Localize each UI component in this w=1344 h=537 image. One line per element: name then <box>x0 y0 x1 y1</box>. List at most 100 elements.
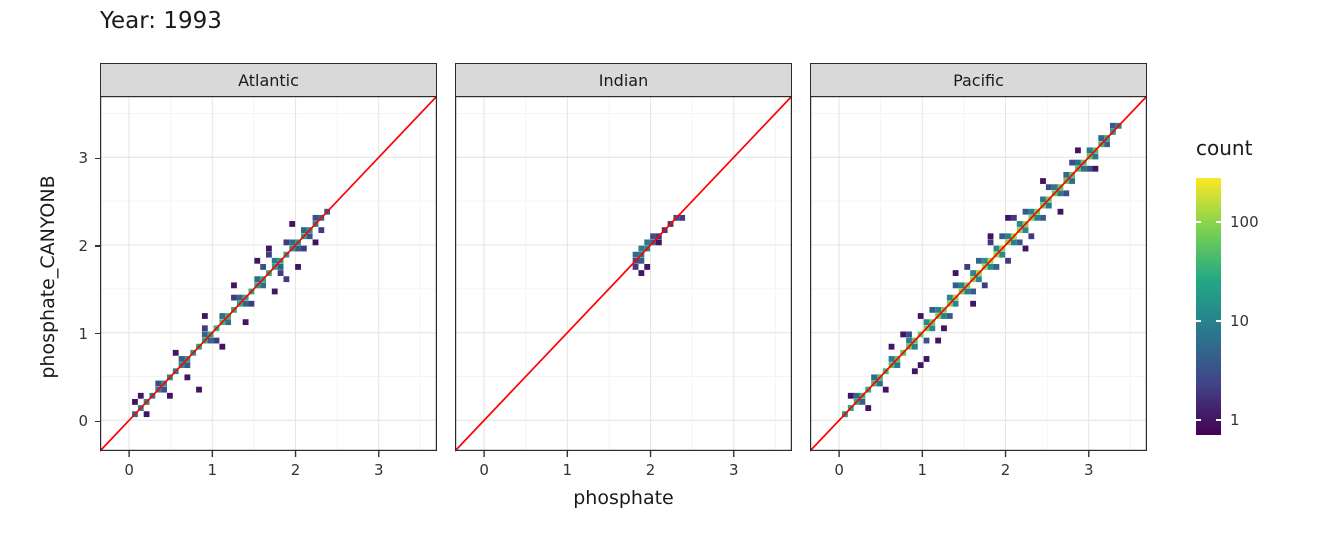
count-bin <box>964 288 971 295</box>
identity-line <box>455 96 792 452</box>
count-bin <box>1040 214 1046 221</box>
count-bin <box>638 257 645 264</box>
count-bin <box>266 245 272 252</box>
count-bin <box>254 276 261 283</box>
legend-tick-label: 10 <box>1230 312 1250 331</box>
count-bin <box>952 300 959 307</box>
count-bin <box>923 356 930 362</box>
x-tick-label: 3 <box>1083 461 1094 479</box>
count-bin <box>911 368 918 375</box>
count-bin <box>987 239 994 246</box>
count-bin <box>655 239 662 246</box>
count-bin <box>155 380 162 387</box>
count-bin <box>1104 141 1110 148</box>
legend-tick-mark <box>1216 320 1221 323</box>
count-bin <box>1022 227 1029 234</box>
count-bin <box>277 264 284 270</box>
count-bin <box>207 337 214 344</box>
count-bin <box>888 343 895 350</box>
count-bin <box>999 251 1006 258</box>
count-bin <box>906 337 912 344</box>
count-bin <box>1022 208 1029 215</box>
count-bin <box>1010 239 1017 246</box>
count-bin <box>196 386 202 393</box>
facet-strip-label: Indian <box>598 70 649 90</box>
count-bin <box>1069 178 1076 184</box>
count-bin <box>1092 153 1099 160</box>
legend-tick-label: 100 <box>1230 213 1259 232</box>
count-bin <box>929 306 936 313</box>
count-bin <box>166 392 173 399</box>
count-bin <box>271 288 278 295</box>
count-bin <box>231 294 237 301</box>
count-bin <box>242 319 249 326</box>
count-bin <box>929 325 936 332</box>
count-bin <box>999 233 1006 240</box>
count-bin <box>644 264 651 270</box>
count-bin <box>306 233 313 240</box>
count-bin <box>236 294 243 301</box>
count-bin <box>882 386 889 393</box>
count-bin <box>295 264 301 270</box>
count-bin <box>923 319 930 326</box>
count-bin <box>277 270 284 276</box>
count-bin <box>1022 245 1029 252</box>
count-bin <box>213 337 220 344</box>
count-bin <box>987 233 994 240</box>
count-bin <box>981 282 988 289</box>
count-bin <box>638 245 645 252</box>
panel-border <box>455 96 792 451</box>
count-bin <box>132 399 138 405</box>
legend-tick-mark <box>1196 320 1201 323</box>
count-bin <box>941 313 947 319</box>
x-tick-label: 1 <box>917 461 928 479</box>
count-bin <box>289 221 296 227</box>
count-bin <box>987 264 994 270</box>
count-bin <box>976 257 982 264</box>
count-bin <box>1075 147 1081 154</box>
count-bin <box>161 386 167 393</box>
x-tick-label: 2 <box>645 461 656 479</box>
x-axis-title: phosphate <box>573 487 674 509</box>
y-axis: 0 1 2 3 <box>0 97 100 452</box>
y-tick-label: 3 <box>78 149 88 168</box>
count-bin <box>1063 190 1070 197</box>
count-bin <box>1069 159 1076 166</box>
count-bin <box>1098 135 1105 141</box>
count-bin <box>260 264 267 270</box>
facet-strip-pacific: Pacific <box>810 63 1147 96</box>
count-bin <box>1045 184 1052 191</box>
count-bin <box>312 239 319 246</box>
legend-title: count <box>1196 136 1253 160</box>
facet-strip-label: Pacific <box>953 70 1004 90</box>
count-bin <box>1034 214 1041 221</box>
count-bin <box>242 300 249 307</box>
count-bin <box>1051 184 1058 191</box>
x-tick-label: 1 <box>207 461 218 479</box>
identity-line <box>810 96 1147 452</box>
count-bin <box>143 411 150 418</box>
panel-plot-indian <box>455 96 792 457</box>
count-bin <box>219 313 226 319</box>
count-bin <box>184 362 191 369</box>
count-bin <box>300 227 307 234</box>
count-bin <box>632 251 639 258</box>
count-bin <box>172 349 179 356</box>
count-bin <box>993 245 1000 252</box>
count-bin <box>289 239 296 246</box>
y-tick-mark <box>95 332 100 335</box>
page-title: Year: 1993 <box>100 8 222 34</box>
count-bin <box>219 343 226 350</box>
count-bin <box>952 282 959 289</box>
count-bin <box>644 239 651 246</box>
facet-indian: Indian 0 1 2 3 <box>455 63 792 479</box>
count-bin <box>964 264 971 270</box>
x-tick-label: 2 <box>1000 461 1011 479</box>
legend-tick-mark <box>1196 419 1201 422</box>
x-tick-label: 2 <box>290 461 301 479</box>
count-bin <box>300 245 307 252</box>
count-bin <box>888 356 895 362</box>
count-bin <box>1016 221 1023 227</box>
count-bin <box>271 257 278 264</box>
